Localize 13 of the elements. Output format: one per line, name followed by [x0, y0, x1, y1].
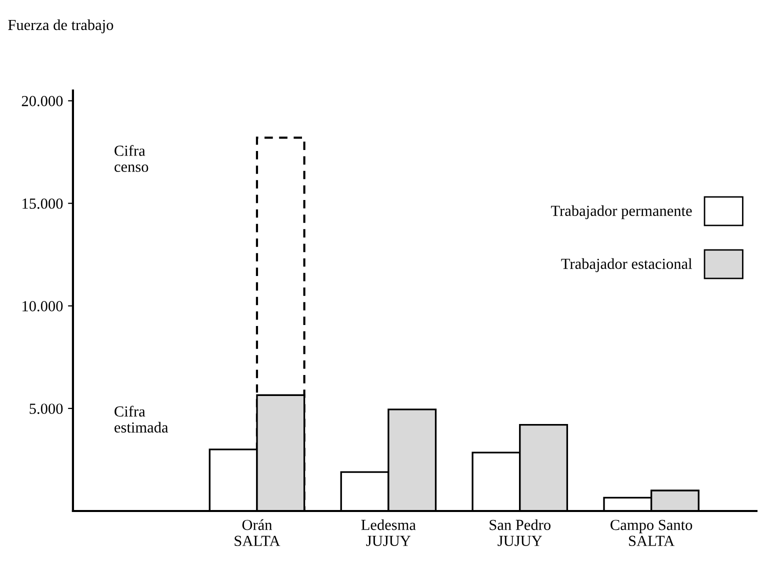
legend-label: Trabajador permanente — [551, 205, 692, 220]
y-axis-title: Fuerza de trabajo — [8, 19, 114, 34]
y-tick-label: 10.000 — [22, 301, 63, 312]
x-tick-label: San Pedro JUJUY — [490, 519, 550, 546]
y-tick-label: 20.000 — [22, 96, 63, 106]
y-tick-label: 15.000 — [22, 198, 63, 209]
x-tick-label: Orán SALTA — [234, 519, 280, 546]
x-tick-label: Campo Santo SALTA — [610, 520, 692, 546]
legend-label: Trabajador estacional — [561, 258, 692, 272]
x-tick-label: Ledesma JUJUY — [361, 519, 416, 546]
y-tick-label: 5.000 — [30, 404, 63, 414]
text: Cifra estimada — [114, 406, 168, 433]
text: Cifra censo — [114, 145, 148, 172]
